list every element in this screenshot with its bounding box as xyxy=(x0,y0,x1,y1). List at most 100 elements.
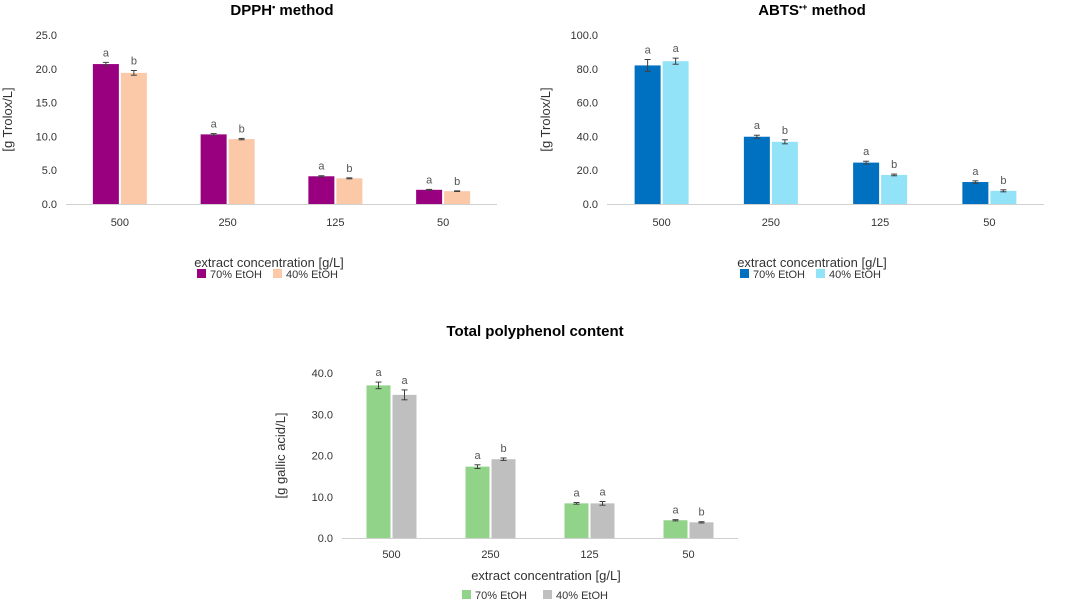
y-tick-label: 5.0 xyxy=(42,165,57,177)
chart-title: Total polyphenol content xyxy=(446,323,623,340)
y-tick-label: 0.0 xyxy=(318,533,333,545)
category-label: 50 xyxy=(983,217,995,229)
category-label: 250 xyxy=(218,217,236,229)
legend-entry: 40% EtOH xyxy=(829,269,881,281)
significance-letter: a xyxy=(863,146,870,158)
bar xyxy=(392,394,417,538)
bar xyxy=(634,65,661,204)
y-tick-label: 20.0 xyxy=(312,451,333,463)
y-tick-label: 10.0 xyxy=(312,492,333,504)
x-axis-label: extract concentration [g/L] xyxy=(194,255,344,270)
bar xyxy=(120,72,147,204)
x-axis-label: extract concentration [g/L] xyxy=(471,568,621,583)
significance-letter: a xyxy=(401,375,408,387)
y-axis-label: [g Trolox/L] xyxy=(538,87,553,151)
bar xyxy=(92,64,119,205)
polyphenol-chart: Total polyphenol content 0.0 10.0 20.0 30.0 4… xyxy=(273,323,738,602)
bar xyxy=(663,520,688,538)
bar xyxy=(771,141,798,204)
legend-swatch xyxy=(273,269,282,278)
y-tick-label: 30.0 xyxy=(312,409,333,421)
legend-swatch xyxy=(462,590,471,599)
bar xyxy=(853,162,880,204)
significance-letter: b xyxy=(698,507,704,519)
significance-letter: a xyxy=(673,43,680,55)
bar xyxy=(444,191,471,204)
category-label: 125 xyxy=(871,217,889,229)
significance-letter: a xyxy=(573,488,580,500)
x-axis-label: extract concentration [g/L] xyxy=(737,255,887,270)
chart-title-rest: method xyxy=(807,2,865,19)
significance-letter: a xyxy=(103,47,110,59)
category-label: 250 xyxy=(762,217,780,229)
legend-entry: 40% EtOH xyxy=(556,590,608,602)
legend-entry: 70% EtOH xyxy=(210,269,262,281)
chart-title-superscript: •+ xyxy=(799,2,807,12)
y-axis-label: [g Trolox/L] xyxy=(0,87,15,151)
legend-swatch xyxy=(816,269,825,278)
chart-title-main: ABTS xyxy=(758,2,799,19)
abts-chart: ABTS•+ method 0.0 20.0 40.0 60.0 80.0 100.0 [g … xyxy=(538,2,1044,281)
significance-letter: b xyxy=(239,123,245,135)
significance-letter: a xyxy=(672,505,679,517)
significance-letter: a xyxy=(754,120,761,132)
bar xyxy=(228,139,255,204)
y-tick-label: 15.0 xyxy=(36,98,57,110)
y-tick-label: 20.0 xyxy=(577,165,598,177)
significance-letter: b xyxy=(782,125,788,137)
significance-letter: b xyxy=(131,55,137,67)
y-tick-label: 0.0 xyxy=(42,199,57,211)
bar xyxy=(416,189,443,204)
y-tick-label: 100.0 xyxy=(570,30,598,42)
legend-swatch xyxy=(543,590,552,599)
bar xyxy=(881,174,908,204)
category-label: 125 xyxy=(580,549,598,561)
legend-swatch xyxy=(740,269,749,278)
significance-letter: a xyxy=(645,45,652,57)
bar xyxy=(962,182,989,204)
significance-letter: b xyxy=(500,443,506,455)
y-tick-label: 60.0 xyxy=(577,98,598,110)
legend-entry: 70% EtOH xyxy=(475,590,527,602)
y-tick-label: 80.0 xyxy=(577,64,598,76)
legend-entry: 40% EtOH xyxy=(286,269,338,281)
significance-letter: a xyxy=(599,486,606,498)
y-tick-label: 20.0 xyxy=(36,64,57,76)
bar xyxy=(743,136,770,204)
dpph-chart: DPPH• method 0.0 5.0 10.0 15.0 20.0 25.0 [g Tro… xyxy=(0,2,497,281)
y-tick-label: 0.0 xyxy=(583,199,598,211)
significance-letter: a xyxy=(474,450,481,462)
y-tick-label: 40.0 xyxy=(577,131,598,143)
significance-letter: b xyxy=(346,163,352,175)
category-label: 125 xyxy=(326,217,344,229)
significance-letter: a xyxy=(426,174,433,186)
category-label: 500 xyxy=(382,549,400,561)
significance-letter: b xyxy=(1000,175,1006,187)
significance-letter: b xyxy=(454,176,460,188)
y-tick-label: 25.0 xyxy=(36,30,57,42)
bar xyxy=(689,522,714,538)
chart-title-main: Total polyphenol content xyxy=(446,323,623,340)
chart-title: DPPH• method xyxy=(230,2,333,19)
category-label: 500 xyxy=(111,217,129,229)
chart-title-superscript: • xyxy=(272,2,275,12)
bar xyxy=(564,503,589,538)
significance-letter: a xyxy=(211,119,218,131)
bar xyxy=(308,176,335,204)
category-label: 500 xyxy=(652,217,670,229)
chart-title-rest: method xyxy=(275,2,333,19)
category-label: 50 xyxy=(437,217,449,229)
chart-title-main: DPPH xyxy=(230,2,272,19)
category-label: 250 xyxy=(481,549,499,561)
y-axis-label: [g gallic acid/L] xyxy=(273,413,288,499)
bar xyxy=(465,466,490,538)
chart-title: ABTS•+ method xyxy=(758,2,866,19)
y-tick-label: 40.0 xyxy=(312,368,333,380)
significance-letter: a xyxy=(972,166,979,178)
bar xyxy=(990,190,1017,204)
bar xyxy=(336,178,363,204)
bar xyxy=(590,503,615,538)
bar xyxy=(662,61,689,204)
bar xyxy=(200,134,227,204)
